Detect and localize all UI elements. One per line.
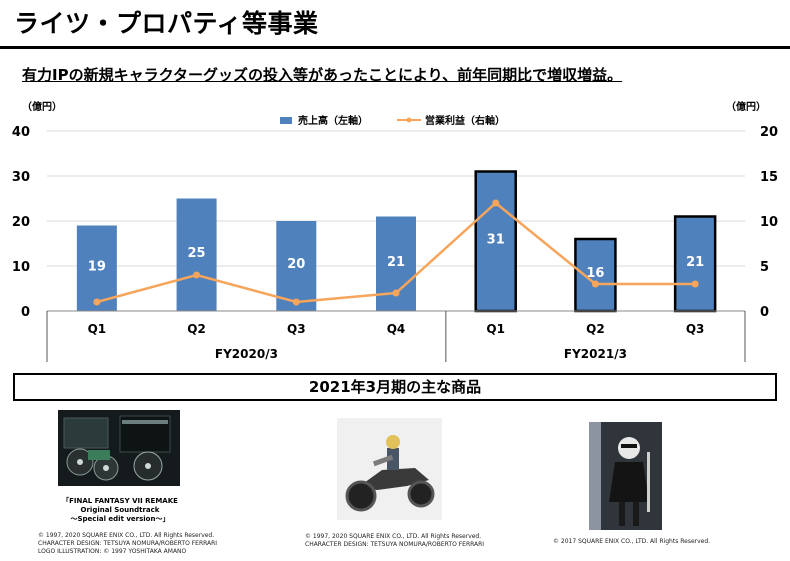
character-copyright: © 2017 SQUARE ENIX CO., LTD. All Rights … (553, 538, 710, 546)
category-label: Q1 (486, 322, 505, 336)
profit-point (591, 280, 599, 288)
right-tick-label: 15 (760, 170, 778, 185)
profit-point (93, 298, 101, 306)
category-label: Q3 (287, 322, 306, 336)
profit-point (691, 280, 699, 288)
left-tick-label: 0 (21, 305, 30, 320)
bar (176, 198, 217, 311)
section-title: 2021年3月期の主な商品 (13, 373, 777, 401)
left-tick-label: 40 (12, 125, 30, 140)
category-label: Q3 (686, 322, 705, 336)
bar (276, 221, 317, 311)
right-tick-label: 5 (760, 260, 769, 275)
title-rule (0, 46, 790, 49)
group-label: FY2020/3 (215, 347, 278, 361)
character-figure-image (589, 422, 662, 530)
caption-line: ～Special edit version～」 (70, 515, 170, 523)
copyright-line: © 1997, 2020 SQUARE ENIX CO., LTD. All R… (305, 533, 482, 540)
category-label: Q2 (187, 322, 206, 336)
legend-bar-label: 売上高（左軸） (298, 114, 368, 127)
motorcycle-copyright: © 1997, 2020 SQUARE ENIX CO., LTD. All R… (305, 533, 484, 549)
right-tick-label: 0 (760, 305, 769, 320)
right-tick-label: 10 (760, 215, 778, 230)
copyright-line: CHARACTER DESIGN: TETSUYA NOMURA/ROBERTO… (38, 540, 218, 547)
copyright-line: CHARACTER DESIGN: TETSUYA NOMURA/ROBERTO… (305, 541, 485, 548)
bar-value-label: 21 (686, 255, 704, 270)
legend-line-label: 営業利益（右軸） (425, 114, 505, 127)
soundtrack-product-image (58, 410, 180, 486)
caption-line: Original Soundtrack (80, 506, 160, 514)
bar-value-label: 19 (88, 259, 106, 274)
category-label: Q4 (387, 322, 406, 336)
group-label: FY2021/3 (564, 347, 627, 361)
legend-line-marker (406, 117, 412, 123)
bar-value-label: 21 (387, 255, 405, 270)
copyright-line: LOGO ILLUSTRATION: © 1997 YOSHITAKA AMAN… (38, 548, 187, 555)
page-title: ライツ・プロパティ等事業 (14, 9, 319, 38)
bar-value-label: 31 (487, 232, 505, 247)
soundtrack-caption: 「FINAL FANTASY VII REMAKE Original Sound… (40, 497, 200, 524)
bar-value-label: 20 (287, 257, 305, 272)
copyright-line: © 1997, 2020 SQUARE ENIX CO., LTD. All R… (38, 532, 215, 539)
left-axis-unit: （億円） (22, 100, 62, 113)
profit-point (492, 199, 500, 207)
profit-point (392, 289, 400, 297)
legend-bar-swatch (280, 117, 292, 124)
left-tick-label: 20 (12, 215, 30, 230)
bar (76, 225, 117, 311)
right-tick-label: 20 (760, 125, 778, 140)
category-label: Q2 (586, 322, 605, 336)
soundtrack-copyright: © 1997, 2020 SQUARE ENIX CO., LTD. All R… (38, 532, 217, 556)
left-tick-label: 30 (12, 170, 30, 185)
sales-profit-chart: 0 10 20 30 40 0 5 10 15 20 （億円） （億円） 売上高（左軸） 営業利益（右軸）… (12, 100, 778, 362)
category-label: Q1 (88, 322, 107, 336)
right-axis-unit: （億円） (726, 100, 766, 113)
left-tick-label: 10 (12, 260, 30, 275)
bar-value-label: 16 (586, 266, 604, 281)
caption-line: 「FINAL FANTASY VII REMAKE (62, 497, 178, 505)
bar-value-label: 25 (188, 246, 206, 261)
profit-point (292, 298, 300, 306)
profit-point (193, 271, 201, 279)
copyright-line: © 2017 SQUARE ENIX CO., LTD. All Rights … (553, 538, 711, 545)
page-subtitle: 有力IPの新規キャラクターグッズの投入等があったことにより、前年同期比で増収増益… (22, 66, 623, 84)
motorcycle-figure-image (337, 418, 442, 520)
